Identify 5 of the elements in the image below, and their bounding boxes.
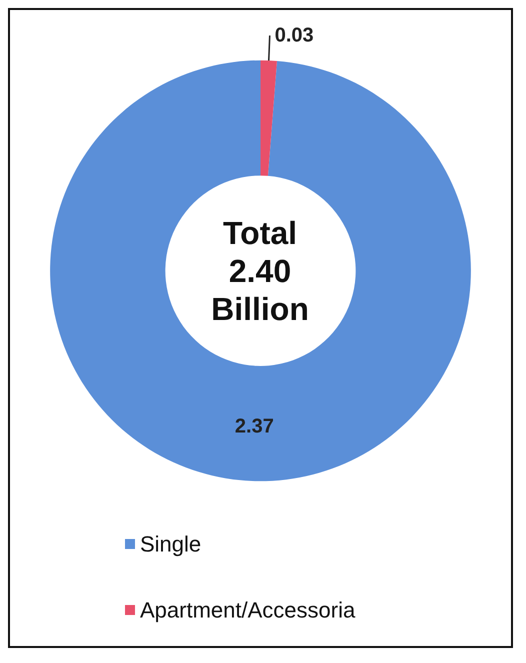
legend-label: Apartment/Accessoria	[140, 598, 356, 622]
data-label: 2.37	[234, 415, 274, 438]
text: Total 2.40 Billion	[211, 215, 309, 327]
legend-label: Single	[140, 532, 202, 556]
data-label: 0.03	[274, 24, 314, 47]
